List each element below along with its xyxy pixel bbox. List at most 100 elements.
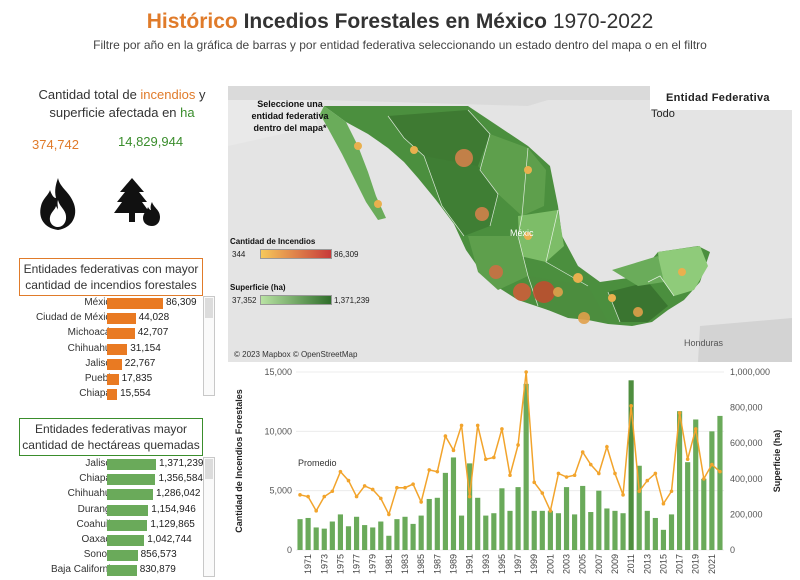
mexico-map[interactable] <box>228 86 792 362</box>
chart-bar[interactable] <box>313 527 319 550</box>
area-line-point <box>395 485 399 490</box>
chart-bar[interactable] <box>483 515 489 550</box>
chart-bar[interactable] <box>612 510 618 550</box>
chart-bar[interactable] <box>345 526 352 550</box>
ranking-bar[interactable] <box>107 343 128 355</box>
chart-bar[interactable] <box>362 525 368 550</box>
chart-bar[interactable] <box>353 516 360 550</box>
ranking-row[interactable]: Ciudad de México 44,028 <box>14 311 204 326</box>
ranking-row[interactable]: Oaxaca 1,042,744 <box>14 533 204 548</box>
chart-bar[interactable] <box>628 380 634 550</box>
chart-bar[interactable] <box>563 487 570 550</box>
chart-bar[interactable] <box>467 463 473 550</box>
ranking-bar[interactable] <box>107 565 137 577</box>
y2-tick-label: 600,000 <box>730 438 763 448</box>
ranking-bar[interactable] <box>107 373 119 385</box>
map-markers[interactable] <box>354 142 686 324</box>
ranking-bar[interactable] <box>107 519 148 531</box>
area-line-point <box>435 469 440 474</box>
chart-bar[interactable] <box>531 510 537 550</box>
chart-bar[interactable] <box>636 465 642 550</box>
chart-bar[interactable] <box>378 521 384 550</box>
ranking-row[interactable]: Jalisco 22,767 <box>14 357 204 372</box>
chart-bar[interactable] <box>499 488 505 550</box>
chart-bar[interactable] <box>604 508 610 550</box>
ranking-row[interactable]: Puebla 17,835 <box>14 372 204 387</box>
ranking-bar[interactable] <box>107 313 136 325</box>
area-line-point <box>475 423 480 428</box>
chart-bar[interactable] <box>475 497 481 550</box>
chart-bar[interactable] <box>426 498 432 550</box>
chart-bar[interactable] <box>491 513 497 550</box>
chart-bar[interactable] <box>434 497 440 550</box>
map-attribution[interactable]: © 2023 Mapbox © OpenStreetMap <box>234 350 358 359</box>
chart-bar[interactable] <box>442 472 448 550</box>
ranking-row[interactable]: Coahuila 1,129,865 <box>14 518 204 533</box>
ranking-bar[interactable] <box>107 389 118 401</box>
chart-bar[interactable] <box>329 521 335 550</box>
ranking-row[interactable]: Jalisco 1,371,239 <box>14 457 204 472</box>
chart-bar[interactable] <box>402 516 408 550</box>
chart-bar[interactable] <box>644 510 650 550</box>
chart-bar[interactable] <box>418 515 424 550</box>
chart-bar[interactable] <box>677 411 683 550</box>
ranking-bar[interactable] <box>107 474 156 486</box>
chart-bar[interactable] <box>685 462 691 550</box>
ranking-bar[interactable] <box>107 459 156 470</box>
chart-bar[interactable] <box>620 513 626 550</box>
chart-bar[interactable] <box>507 510 513 550</box>
area-line-point <box>702 477 706 481</box>
ranking-bar[interactable] <box>107 298 163 309</box>
ranking-row[interactable]: México 86,309 <box>14 296 204 311</box>
ranking-row[interactable]: Sonora 856,573 <box>14 548 204 563</box>
chart-bar[interactable] <box>580 485 586 550</box>
chart-bar[interactable] <box>305 517 311 550</box>
ranking-row[interactable]: Chihuahua 1,286,042 <box>14 487 204 502</box>
ranking-bar[interactable] <box>107 489 153 501</box>
ranking-row[interactable]: Chiapas 1,356,584 <box>14 472 204 487</box>
map-canvas[interactable] <box>228 86 792 362</box>
top-area-scrollbar[interactable] <box>203 457 215 577</box>
chart-bar[interactable] <box>660 529 667 550</box>
chart-bar[interactable] <box>555 513 562 550</box>
chart-bar[interactable] <box>588 512 594 550</box>
chart-bar[interactable] <box>297 519 303 550</box>
chart-bar[interactable] <box>523 383 529 550</box>
chart-bar[interactable] <box>693 419 699 550</box>
scrollbar-thumb[interactable] <box>205 459 213 479</box>
chart-bar[interactable] <box>701 478 707 550</box>
ranking-row[interactable]: Chihuahua 31,154 <box>14 342 204 357</box>
ranking-bar[interactable] <box>107 328 135 340</box>
chart-bar[interactable] <box>410 523 416 550</box>
chart-bar[interactable] <box>458 515 465 550</box>
ranking-row[interactable]: Baja California 830,879 <box>14 563 204 578</box>
chart-bar[interactable] <box>370 527 376 550</box>
x-tick-label: 1991 <box>465 554 475 574</box>
ranking-row[interactable]: Durango 1,154,946 <box>14 503 204 518</box>
scrollbar-thumb[interactable] <box>205 298 213 318</box>
ranking-bar[interactable] <box>107 504 149 516</box>
map-land[interactable] <box>324 106 710 326</box>
ranking-row[interactable]: Michoacán 42,707 <box>14 326 204 341</box>
ranking-bar[interactable] <box>107 358 122 370</box>
ranking-row[interactable]: Chiapas 15,554 <box>14 387 204 402</box>
ranking-bar[interactable] <box>107 534 145 546</box>
chart-bar[interactable] <box>386 535 392 550</box>
state-filter-value[interactable]: Todo <box>651 108 675 120</box>
chart-bar[interactable] <box>709 431 715 550</box>
chart-bar[interactable] <box>321 528 327 550</box>
chart-bar[interactable] <box>515 487 521 550</box>
chart-bar[interactable] <box>572 514 578 550</box>
chart-bar[interactable] <box>539 510 545 550</box>
yearly-chart[interactable]: 0 5,000 10,000 15,000 0 200,000 400,000 600,000… <box>228 364 800 580</box>
chart-bar[interactable] <box>337 514 343 550</box>
chart-bar[interactable] <box>668 514 675 550</box>
chart-bar[interactable] <box>450 457 457 550</box>
chart-bar[interactable] <box>394 519 400 550</box>
chart-bar[interactable] <box>652 517 658 550</box>
top-fires-scrollbar[interactable] <box>203 296 215 396</box>
chart-bar[interactable] <box>547 510 553 550</box>
chart-bar[interactable] <box>717 415 723 550</box>
ranking-bar[interactable] <box>107 550 138 562</box>
chart-bar[interactable] <box>596 490 602 550</box>
